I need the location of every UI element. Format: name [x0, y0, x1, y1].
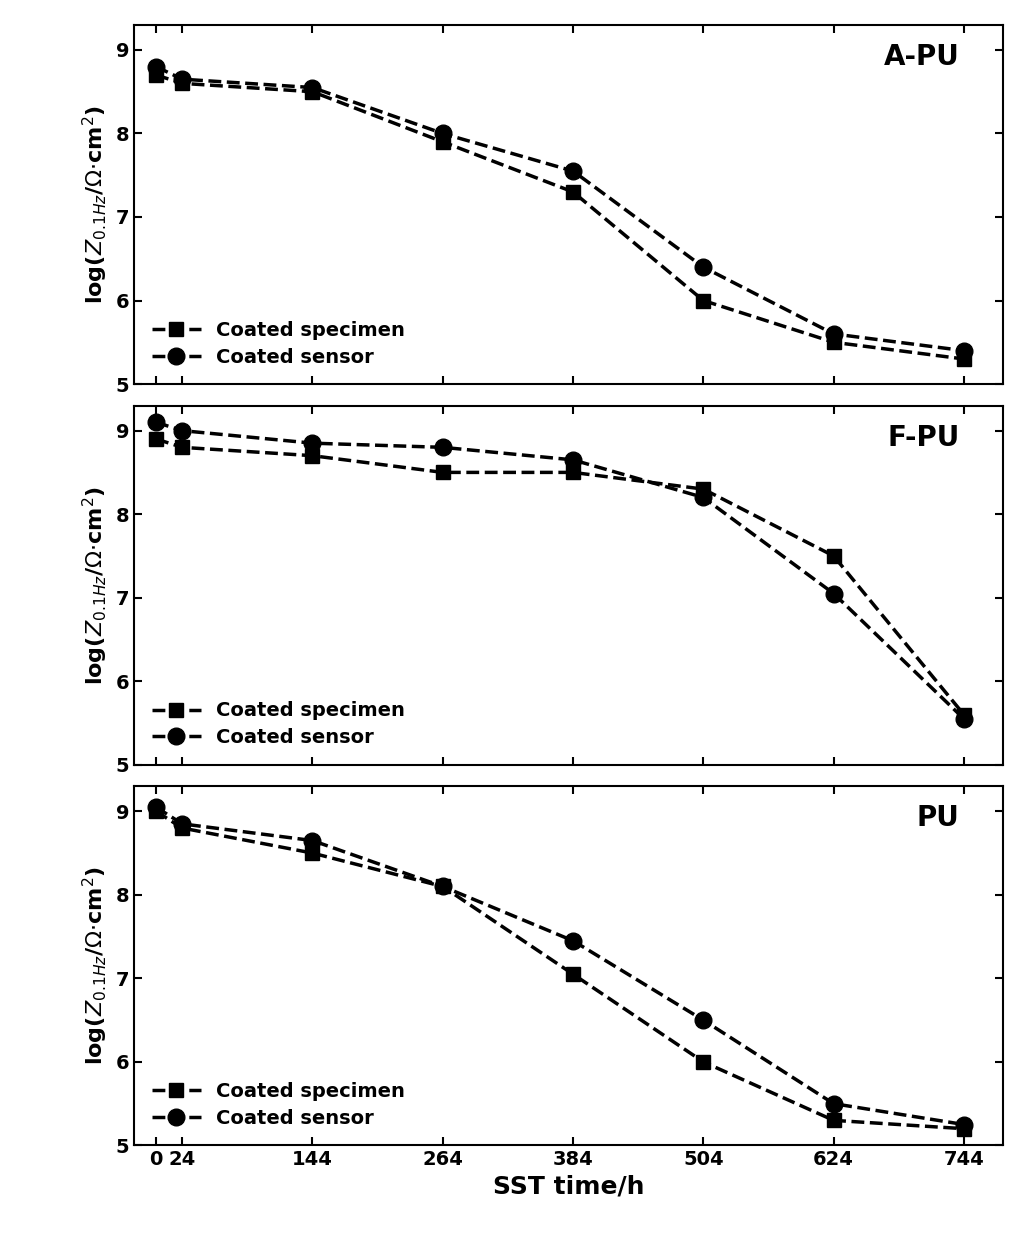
Coated specimen [176, 439, 188, 454]
Coated sensor [827, 1096, 840, 1111]
Line: Coated sensor: Coated sensor [148, 413, 972, 727]
Line: Coated specimen: Coated specimen [149, 68, 971, 366]
Coated sensor [957, 711, 970, 726]
Text: PU: PU [917, 804, 960, 832]
Coated specimen [436, 464, 449, 479]
Coated sensor [697, 1012, 709, 1027]
Coated specimen [567, 464, 579, 479]
Coated specimen [827, 549, 840, 564]
Text: A-PU: A-PU [884, 42, 960, 71]
Coated sensor [150, 415, 162, 430]
Text: F-PU: F-PU [887, 423, 960, 452]
Coated sensor [827, 326, 840, 341]
Coated specimen [697, 482, 709, 497]
Coated specimen [436, 879, 449, 894]
Coated specimen [957, 351, 970, 366]
Coated sensor [827, 586, 840, 601]
Line: Coated specimen: Coated specimen [149, 804, 971, 1135]
Legend: Coated specimen, Coated sensor: Coated specimen, Coated sensor [144, 693, 413, 754]
Coated sensor [436, 126, 449, 141]
Coated specimen [306, 845, 318, 860]
Coated specimen [957, 1122, 970, 1137]
Legend: Coated specimen, Coated sensor: Coated specimen, Coated sensor [144, 312, 413, 375]
Coated specimen [697, 293, 709, 308]
Coated sensor [436, 879, 449, 894]
Coated specimen [827, 335, 840, 350]
Coated sensor [697, 260, 709, 275]
Coated sensor [567, 163, 579, 178]
Line: Coated sensor: Coated sensor [148, 799, 972, 1133]
Coated sensor [567, 452, 579, 467]
Coated specimen [827, 1113, 840, 1128]
Coated specimen [176, 76, 188, 91]
Line: Coated sensor: Coated sensor [148, 59, 972, 359]
Y-axis label: log($Z_{0.1Hz}$/$\Omega$$\cdot$cm$^2$): log($Z_{0.1Hz}$/$\Omega$$\cdot$cm$^2$) [82, 105, 111, 304]
Y-axis label: log($Z_{0.1Hz}$/$\Omega$$\cdot$cm$^2$): log($Z_{0.1Hz}$/$\Omega$$\cdot$cm$^2$) [82, 867, 111, 1066]
Legend: Coated specimen, Coated sensor: Coated specimen, Coated sensor [144, 1074, 413, 1135]
Coated sensor [150, 799, 162, 814]
Coated sensor [306, 436, 318, 451]
Coated specimen [306, 85, 318, 100]
Coated sensor [150, 60, 162, 75]
Coated sensor [697, 491, 709, 505]
Coated sensor [176, 817, 188, 832]
Coated specimen [306, 448, 318, 463]
Coated sensor [567, 934, 579, 949]
Coated specimen [957, 707, 970, 722]
X-axis label: SST time/h: SST time/h [493, 1175, 644, 1199]
Coated specimen [436, 134, 449, 149]
Coated sensor [957, 1117, 970, 1132]
Coated specimen [567, 184, 579, 199]
Coated specimen [567, 966, 579, 981]
Coated sensor [306, 833, 318, 848]
Coated specimen [176, 820, 188, 835]
Coated sensor [957, 344, 970, 359]
Coated sensor [436, 439, 449, 454]
Coated specimen [150, 432, 162, 447]
Line: Coated specimen: Coated specimen [149, 432, 971, 722]
Coated specimen [697, 1055, 709, 1069]
Coated sensor [306, 80, 318, 95]
Coated specimen [150, 67, 162, 82]
Y-axis label: log($Z_{0.1Hz}$/$\Omega$$\cdot$cm$^2$): log($Z_{0.1Hz}$/$\Omega$$\cdot$cm$^2$) [82, 486, 111, 685]
Coated sensor [176, 72, 188, 87]
Coated sensor [176, 423, 188, 438]
Coated specimen [150, 804, 162, 819]
